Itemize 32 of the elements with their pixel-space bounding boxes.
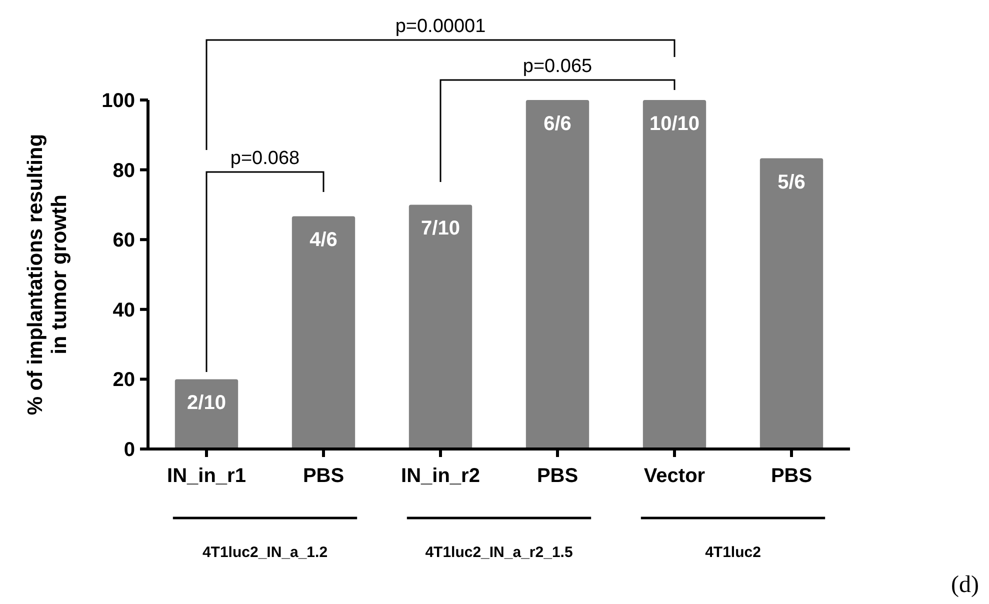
annotation: 4/6 — [310, 229, 338, 252]
bar — [408, 204, 472, 449]
text: p=0.00001 — [395, 16, 486, 37]
x-tick-label: IN_in_r2 — [401, 465, 480, 487]
text: 4T1luc2_IN_a_r2_1.5 — [425, 544, 573, 561]
annotation: 5/6 — [778, 171, 806, 194]
y-tick-label: 20 — [112, 369, 135, 392]
bar — [526, 100, 590, 449]
text: 4T1luc2_IN_a_1.2 — [202, 544, 328, 561]
y-tick-label: 80 — [112, 160, 135, 182]
annotation: 2/10 — [187, 392, 226, 414]
text: p=0.065 — [522, 56, 592, 77]
y-tick-label: 60 — [112, 230, 135, 252]
text: 4T1luc2 — [705, 544, 761, 561]
y-axis-title: % of implantations resulting in tumor growth — [24, 134, 71, 416]
annotation: 10/10 — [649, 113, 700, 135]
x-tick-label: IN_in_r1 — [167, 465, 246, 487]
text: (d) — [951, 572, 979, 598]
annotation: 6/6 — [544, 113, 572, 135]
y-tick-label: 100 — [102, 90, 135, 112]
annotation: 7/10 — [421, 218, 460, 240]
x-tick-label: Vector — [644, 465, 706, 487]
bar — [292, 216, 356, 449]
bar — [642, 100, 706, 449]
bar — [174, 379, 238, 449]
y-tick-label: 40 — [112, 299, 135, 322]
y-tick-label: 0 — [124, 439, 135, 461]
x-tick-label: PBS — [302, 465, 344, 487]
bar — [760, 158, 824, 449]
annotation: p=0.068 — [230, 148, 300, 169]
x-tick-label: PBS — [536, 465, 578, 487]
x-tick-label: PBS — [770, 465, 812, 487]
